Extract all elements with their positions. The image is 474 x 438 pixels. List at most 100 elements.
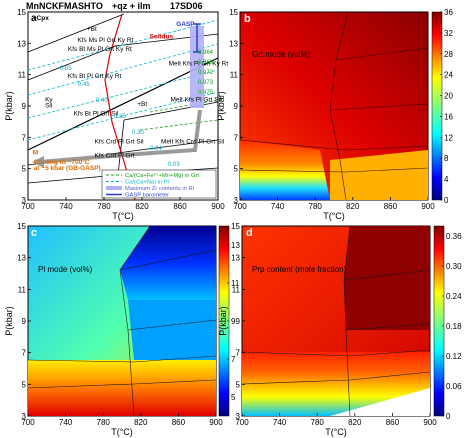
isopleth-label: 0.45	[78, 82, 90, 88]
y-tick-label: 7	[22, 349, 27, 358]
x-tick-label: 900	[209, 418, 223, 427]
y-axis-label: P(kbar)	[4, 91, 14, 121]
panel-d-low-field	[242, 352, 430, 416]
colorbar-tick-label: 0	[444, 196, 449, 205]
colorbar-tick-label: 16	[444, 112, 453, 121]
panel-c-mid-field	[128, 300, 216, 360]
figure-header-phases: +qz + ilm	[112, 1, 151, 11]
x-tick-label: 700	[235, 418, 249, 427]
y-tick-label: 9	[22, 102, 27, 111]
x-tick-label: 820	[346, 202, 360, 211]
panel-a-isopleths	[27, 19, 219, 141]
colorbar-tick-label: 0	[446, 412, 451, 421]
panel-d-colorbar	[433, 225, 445, 417]
colorbar-tick-label: 9	[231, 317, 236, 326]
legend-label: Maximum Zr contents in Rt	[125, 186, 195, 192]
isopleth-label: 0.968	[198, 60, 214, 66]
y-tick-label: 15	[17, 8, 26, 17]
panel-c: c Pl mode (vol%) 700 740 780 820 860 900 3 5 7 9 1…	[4, 222, 240, 437]
colorbar-tick-label: 0.30	[446, 262, 462, 271]
kyanite-sillimanite-line	[27, 57, 219, 151]
isopleth-label: 0.972	[198, 70, 214, 76]
x-tick-label: 740	[59, 202, 73, 211]
y-axis-label: P(kbar)	[216, 91, 226, 121]
x-axis-label: T(°C)	[323, 211, 345, 221]
isopleth-label: 0.04	[150, 146, 162, 152]
boundary-line	[117, 119, 125, 176]
x-tick-label: 780	[97, 418, 111, 427]
cyan-isopleth	[27, 19, 219, 71]
phase-field-label: Kfs Crd Pl Grt Sil	[95, 139, 145, 146]
x-tick-label: 860	[384, 202, 398, 211]
panel-c-low-field	[28, 360, 216, 416]
x-axis-label: T(°C)	[111, 427, 133, 437]
phase-field-label: Melt Kfs Pl Grt Ky Rt	[169, 60, 229, 67]
panel-a-letter: a	[31, 13, 37, 24]
y-tick-label: 9	[236, 317, 241, 326]
x-axis-label: T(°C)	[325, 427, 347, 437]
x-tick-label: 740	[59, 418, 73, 427]
y-tick-label: 11	[230, 71, 239, 80]
colorbar-tick-label: 28	[444, 50, 453, 59]
isopleth-label: 0.40	[96, 98, 108, 104]
panel-b: b Grt mode (vol%) 700 740 780 820 860 9003579…	[216, 8, 453, 221]
isopleth-label: 0.973	[198, 80, 214, 86]
panel-a: MnNCKFMASHTO +qz + ilm 17SD06 a	[4, 1, 228, 221]
isopleth-label: 0.964	[198, 50, 214, 56]
y-tick-label: 7	[234, 133, 239, 142]
y-axis-label: P(kbar)	[218, 306, 228, 336]
panel-b-letter: b	[244, 13, 251, 25]
annotation-label: +Cpx	[33, 15, 49, 22]
y-tick-label: 13	[17, 39, 26, 48]
legend-label: Ca/(Ca+Fe²⁺+Mn+Mg) in Grt	[125, 172, 199, 179]
isopleth-label: 0.05	[60, 66, 72, 72]
phase-field-label: +Bt	[87, 26, 97, 33]
y-tick-label: 13	[17, 254, 26, 263]
figure-header-system: MnNCKFMASHTO	[26, 1, 103, 11]
x-tick-label: 780	[309, 202, 323, 211]
y-tick-label: 5	[22, 165, 27, 174]
x-tick-label: 900	[421, 202, 435, 211]
x-tick-label: 860	[172, 418, 186, 427]
y-tick-label: 3	[234, 196, 239, 205]
x-tick-label: 820	[135, 202, 149, 211]
y-tick-label: 5	[234, 165, 239, 174]
y-tick-label: 13	[231, 254, 240, 263]
colorbar-tick-label: 11	[231, 279, 240, 288]
panel-b-title: Grt mode (vol%)	[252, 50, 311, 59]
cyan-isopleth	[27, 69, 219, 119]
cooling-arrowhead	[32, 156, 44, 168]
phase-field-label: Sil	[45, 103, 53, 110]
y-tick-label: 15	[229, 8, 238, 17]
phase-field-label: Melt Kfs Crd Pl Grt Sil	[161, 139, 225, 146]
green-isopleth	[139, 119, 219, 131]
y-tick-label: 9	[22, 317, 27, 326]
x-tick-label: 820	[134, 418, 148, 427]
isopleth-label: 0.03	[168, 162, 180, 168]
annotation-label: Cooling to ~700°C	[34, 158, 90, 166]
x-tick-label: 820	[348, 418, 362, 427]
legend-label: GASP barometer	[125, 193, 169, 199]
colorbar-tick-label: 32	[444, 29, 453, 38]
colorbar-tick-label: 8	[444, 154, 449, 163]
colorbar-tick-label: 0.12	[446, 352, 462, 361]
colorbar-tick-label: 13	[231, 241, 240, 250]
y-tick-label: 11	[232, 285, 241, 294]
x-axis-label: T(°C)	[112, 211, 134, 221]
colorbar-tick-label: 0.24	[446, 292, 462, 301]
panel-d-letter: d	[246, 227, 253, 239]
x-tick-label: 900	[211, 202, 225, 211]
boundary-line	[27, 45, 116, 81]
colorbar-tick-label: 5	[231, 393, 236, 402]
y-tick-label: 5	[22, 380, 27, 389]
annotation-label: GASP	[176, 21, 195, 28]
colorbar-tick-label: 20	[444, 92, 453, 101]
x-tick-label: 740	[271, 202, 285, 211]
annotation-label: Solidus	[150, 34, 174, 41]
x-tick-label: 860	[173, 202, 187, 211]
x-tick-label: 740	[273, 418, 287, 427]
phase-field-label: Kfs Bt Pl Grt Sil	[74, 110, 119, 117]
y-tick-label: 9	[234, 102, 239, 111]
panel-d-title: Prp content (mole fraction)	[252, 265, 347, 274]
